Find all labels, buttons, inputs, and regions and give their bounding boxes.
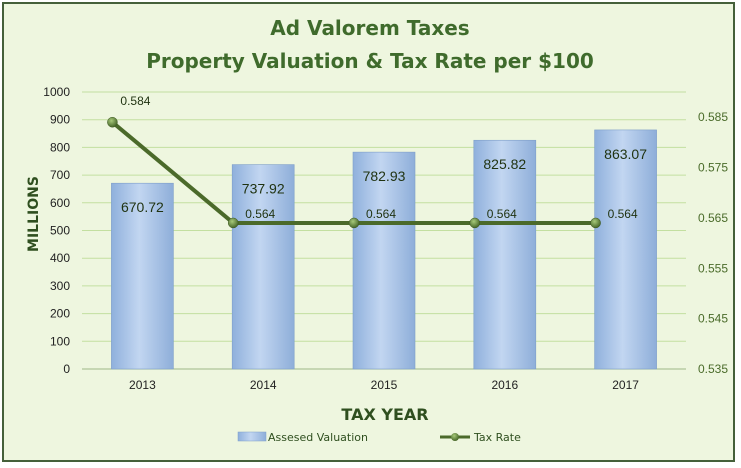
valuation-bars: 670.72 737.92 782.93 825.82 863.07 [111, 129, 657, 370]
y2-tick-label: 0.535 [698, 362, 728, 376]
valuation-bar [231, 164, 295, 370]
valuation-data-label: 782.93 [363, 168, 406, 184]
y2-tick-label: 0.575 [698, 161, 728, 175]
y2-tick-label: 0.555 [698, 261, 728, 275]
valuation-data-label: 825.82 [483, 156, 526, 172]
legend-tax-rate-label: Tax Rate [473, 431, 521, 444]
tax-rate-data-label: 0.564 [245, 207, 275, 221]
x-tick-label: 2013 [129, 378, 156, 392]
valuation-data-label: 737.92 [242, 181, 285, 197]
valuation-data-label: 670.72 [121, 199, 164, 215]
x-axis-title: TAX YEAR [341, 405, 428, 424]
gridlines [82, 91, 686, 370]
y-axis-title: MILLIONS [26, 176, 42, 252]
x-tick-label: 2017 [612, 378, 639, 392]
tax-rate-marker [348, 217, 360, 229]
chart-title: Ad Valorem Taxes [270, 16, 469, 40]
tax-rate-line: 0.584 0.564 0.564 0.564 0.564 [107, 94, 638, 229]
y-tick-label: 200 [50, 307, 70, 321]
y2-tick-label: 0.545 [698, 312, 728, 326]
valuation-bar [594, 129, 657, 370]
legend: Assesed Valuation Tax Rate [237, 431, 521, 444]
y-tick-label: 500 [50, 224, 70, 238]
legend-tax-rate-marker [451, 433, 459, 441]
y-tick-label: 1000 [43, 85, 70, 99]
chart-subtitle: Property Valuation & Tax Rate per $100 [146, 49, 594, 73]
valuation-bar [111, 182, 174, 370]
tax-rate-data-label: 0.564 [608, 207, 638, 221]
tax-rate-data-label: 0.564 [487, 207, 517, 221]
valuation-bar [352, 151, 416, 370]
tax-rate-marker [469, 217, 481, 229]
tax-rate-data-label: 0.564 [366, 207, 396, 221]
valuation-bar [473, 139, 537, 370]
left-axis-ticks: 0 100 200 300 400 500 600 700 800 900 1000 [43, 85, 70, 376]
y2-tick-label: 0.585 [698, 110, 728, 124]
y-tick-label: 600 [50, 196, 70, 210]
y-tick-label: 300 [50, 279, 70, 293]
y-tick-label: 800 [50, 140, 70, 154]
y-tick-label: 900 [50, 113, 70, 127]
y-tick-label: 0 [63, 362, 70, 376]
tax-rate-marker [227, 217, 239, 229]
x-tick-label: 2015 [371, 378, 398, 392]
tax-rate-marker [107, 116, 118, 128]
y2-tick-label: 0.565 [698, 211, 728, 225]
tax-rate-data-label: 0.584 [120, 94, 150, 108]
tax-rate-marker [590, 217, 601, 229]
valuation-data-label: 863.07 [604, 146, 647, 162]
right-axis-ticks: 0.535 0.545 0.555 0.565 0.575 0.585 [698, 110, 728, 376]
y-tick-label: 100 [50, 334, 70, 348]
x-tick-label: 2014 [250, 378, 277, 392]
legend-valuation-swatch [237, 431, 267, 442]
legend-valuation-label: Assesed Valuation [268, 431, 368, 444]
x-tick-label: 2016 [491, 378, 518, 392]
y-tick-label: 400 [50, 251, 70, 265]
x-axis-ticks: 2013 2014 2015 2016 2017 [129, 378, 639, 392]
y-tick-label: 700 [50, 168, 70, 182]
